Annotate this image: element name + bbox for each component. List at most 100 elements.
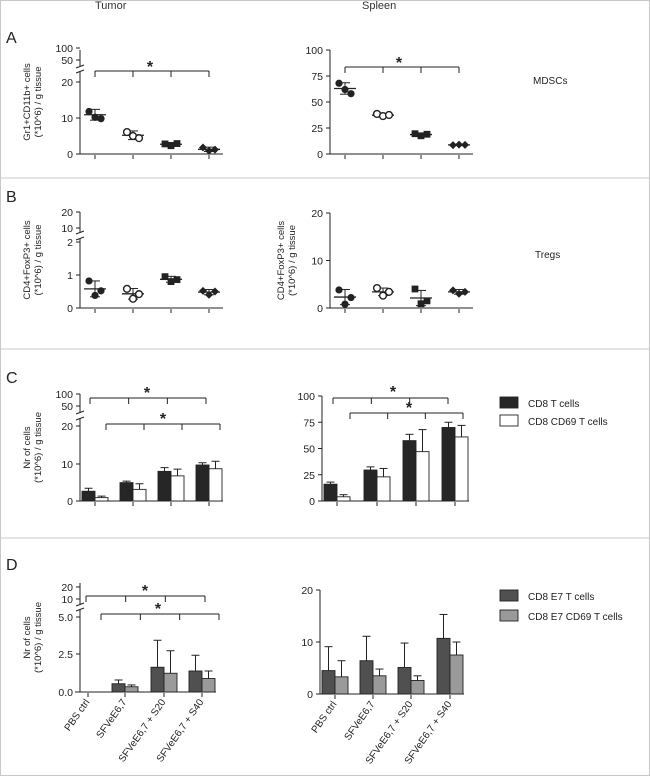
data-point-diamond <box>205 146 213 155</box>
significance-star: * <box>390 384 397 401</box>
data-point-diamond <box>199 286 207 295</box>
bar <box>436 637 451 695</box>
bar <box>195 464 210 502</box>
y-tick-label: 50 <box>61 401 73 413</box>
bar <box>410 680 425 695</box>
significance-star: * <box>406 400 413 417</box>
bar <box>359 660 374 695</box>
chart-B-spleen: 0 10 20 CD4+FoxP3+ cells (*10^6) / g tissue T… <box>276 208 560 315</box>
y-tick-label: 1 <box>67 270 73 282</box>
y-axis-label: CD4+FoxP3+ cells <box>276 221 287 300</box>
y-tick-label: 20 <box>61 582 73 594</box>
bar <box>81 490 96 502</box>
bar <box>170 475 185 502</box>
y-tick-label: 0 <box>317 149 323 161</box>
data-point-square <box>173 140 181 147</box>
chart-B-tumor: 0 1 2 10 20 B CD4+FoxP3+ cells (*10^6) / g tiss… <box>6 189 223 315</box>
y-tick-label: 0 <box>67 303 73 315</box>
significance-star: * <box>144 385 151 402</box>
axis-break-mark <box>75 64 85 69</box>
legend-swatch <box>499 396 519 409</box>
y-axis-label: Nr of cells <box>22 426 33 468</box>
data-point-diamond <box>199 143 207 152</box>
y-axis-label: (*10^6) / g tissue <box>33 67 44 138</box>
y-tick-label: 0 <box>307 689 313 701</box>
y-tick-label: 50 <box>61 55 73 67</box>
y-tick-label: 100 <box>55 389 73 401</box>
axis-break-mark <box>75 230 85 235</box>
y-axis-label: (*10^6) / g tissue <box>33 225 44 296</box>
data-point-circle <box>341 300 349 308</box>
bar <box>449 654 464 695</box>
data-point-open-circle <box>134 134 144 143</box>
data-point-open-circle <box>384 110 394 120</box>
data-point-diamond <box>455 289 463 298</box>
bar <box>402 440 417 502</box>
chart-D-spleen: 0 10 20 CD8 E7 T cells CD8 E7 CD69 T cells PB… <box>301 585 622 767</box>
bar <box>397 667 412 695</box>
column-title-tumor: Tumor <box>95 0 127 12</box>
data-point-circle <box>91 113 99 121</box>
legend-swatch <box>499 414 519 427</box>
bar <box>334 676 349 695</box>
y-tick-label: 75 <box>303 417 315 429</box>
data-point-square <box>417 300 425 308</box>
data-point-circle <box>97 287 105 295</box>
y-tick-label: 75 <box>311 71 323 83</box>
panel-label: C <box>6 370 18 387</box>
significance-star: * <box>147 59 154 76</box>
bar <box>119 482 134 502</box>
data-point-square <box>411 285 419 293</box>
y-tick-label: 10 <box>61 113 73 125</box>
y-tick-label: 50 <box>303 444 315 456</box>
axis-break-mark <box>75 607 85 612</box>
bar <box>94 497 109 502</box>
legend-label: CD8 T cells <box>528 399 579 410</box>
bar <box>208 468 223 502</box>
bar <box>321 670 336 695</box>
significance-star: * <box>142 583 149 600</box>
data-point-circle <box>335 286 343 294</box>
data-point-diamond <box>211 145 219 154</box>
x-category-label: SFVeE6,7 <box>343 699 378 743</box>
data-point-open-circle <box>384 287 394 296</box>
y-tick-label: 0 <box>67 149 73 161</box>
y-axis-label: Gr1+CD11b+ cells <box>22 63 33 141</box>
axis-break-mark <box>75 69 85 74</box>
y-axis-label: (*10^6) / g tissue <box>33 602 44 673</box>
axis-break-mark <box>75 236 85 241</box>
data-point-open-circle <box>122 127 132 137</box>
bar <box>111 683 126 693</box>
panel-label: B <box>6 189 17 206</box>
significance-star: * <box>160 411 167 428</box>
y-axis-label: Nr of cells <box>22 616 33 658</box>
y-tick-label: 2 <box>67 237 73 249</box>
data-point-open-circle <box>134 290 144 299</box>
bar <box>441 427 456 502</box>
axis-break-mark <box>75 602 85 607</box>
data-point-square <box>173 276 181 284</box>
data-point-circle <box>85 277 93 285</box>
y-tick-label: 20 <box>301 585 313 597</box>
y-tick-label: 10 <box>61 594 73 606</box>
x-category-label: PBS ctrl <box>310 699 340 735</box>
y-tick-label: 20 <box>311 208 323 220</box>
bar <box>454 436 469 502</box>
bar <box>124 686 139 693</box>
y-tick-label: 100 <box>55 43 73 55</box>
bar <box>188 670 203 693</box>
data-point-diamond <box>455 140 463 149</box>
axis-break-mark <box>75 416 85 421</box>
legend-label: CD8 E7 CD69 T cells <box>528 612 623 623</box>
legend-label: CD8 E7 T cells <box>528 592 594 603</box>
panel-label: A <box>6 30 17 47</box>
y-tick-label: 25 <box>311 123 323 135</box>
data-point-square <box>417 132 425 140</box>
data-point-circle <box>341 85 349 94</box>
panel-label: D <box>6 557 18 574</box>
y-tick-label: 20 <box>61 421 73 433</box>
bar <box>415 451 430 502</box>
